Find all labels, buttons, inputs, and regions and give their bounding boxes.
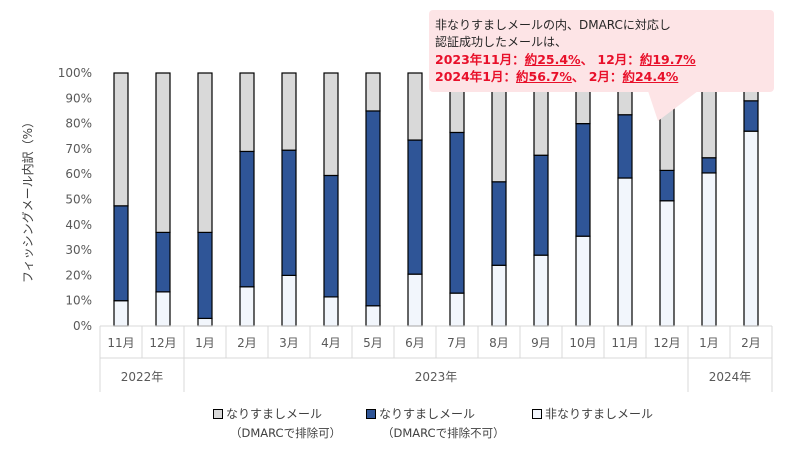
- x-tick-label: 2月: [741, 336, 761, 350]
- callout-2023-11-label: 2023年11月：: [435, 52, 525, 67]
- bar-segment-2-7: [407, 72, 423, 141]
- x-tick-label: 8月: [489, 336, 509, 350]
- y-tick-label: 10%: [65, 294, 92, 308]
- callout-2024-01-value: 約56.7%: [516, 69, 572, 84]
- bar-segment-0-4: [281, 274, 297, 327]
- bar-segment-2-4: [281, 72, 297, 151]
- y-tick-label: 80%: [65, 117, 92, 131]
- callout-line-2: 認証成功したメールは、: [435, 35, 568, 49]
- callout-2023-12-label: 、 12月：: [580, 52, 640, 67]
- y-tick-label: 50%: [65, 193, 92, 207]
- callout-2024-02-label: 、 2月：: [571, 69, 623, 84]
- legend-item-spoof-unblockable: なりすましメール: [366, 405, 475, 423]
- legend-sub-spoof-blockable: （DMARCで排除可）: [230, 426, 342, 440]
- x-tick-label: 9月: [531, 336, 551, 350]
- bar-segment-2-0: [113, 72, 129, 207]
- bar-segment-0-5: [323, 296, 339, 327]
- x-tick-label: 3月: [279, 336, 299, 350]
- bar-segment-2-5: [323, 72, 339, 177]
- bar-segment-0-15: [743, 130, 759, 327]
- legend-swatch: [366, 409, 376, 419]
- x-tick-label: 1月: [699, 336, 719, 350]
- bar-segment-1-6: [365, 110, 381, 307]
- callout-line-3: 2023年11月：約25.4%、 12月：約19.7%: [435, 51, 774, 68]
- legend: なりすましメール （DMARCで排除可） なりすましメール （DMARCで排除不…: [0, 405, 800, 450]
- legend-swatch: [213, 409, 223, 419]
- x-tick-label: 12月: [653, 336, 680, 350]
- bar-segment-1-13: [659, 169, 675, 202]
- bar-segment-0-8: [449, 292, 465, 327]
- bar-segment-0-7: [407, 273, 423, 327]
- bar-segment-1-5: [323, 174, 339, 298]
- callout-pointer: [648, 91, 698, 121]
- callout-annotation: 非なりすましメールの内、DMARCに対応し 認証成功したメールは、 2023年1…: [429, 10, 774, 92]
- x-tick-label: 11月: [611, 336, 638, 350]
- bar-segment-1-15: [743, 100, 759, 132]
- y-tick-label: 70%: [65, 142, 92, 156]
- x-tick-label: 5月: [363, 336, 383, 350]
- callout-line-4: 2024年1月：約56.7%、 2月：約24.4%: [435, 68, 774, 85]
- bar-segment-0-11: [575, 235, 591, 327]
- legend-item-non-spoof: 非なりすましメール: [532, 405, 653, 423]
- x-tick-label: 6月: [405, 336, 425, 350]
- bar-segment-2-3: [239, 72, 255, 153]
- y-tick-label: 40%: [65, 218, 92, 232]
- x-tick-label: 7月: [447, 336, 467, 350]
- x-tick-label: 2月: [237, 336, 257, 350]
- bar-segment-1-10: [533, 154, 549, 256]
- bar-segment-1-4: [281, 149, 297, 276]
- bar-segment-2-1: [155, 72, 171, 233]
- bar-segment-0-13: [659, 200, 675, 327]
- x-tick-label: 10月: [569, 336, 596, 350]
- y-tick-label: 60%: [65, 167, 92, 181]
- callout-2023-12-value: 約19.7%: [639, 52, 696, 67]
- bar-segment-2-2: [197, 72, 213, 233]
- y-tick-label: 0%: [73, 319, 92, 333]
- legend-item-spoof-blockable: なりすましメール: [213, 405, 322, 423]
- x-tick-label: 11月: [107, 336, 134, 350]
- bar-segment-0-1: [155, 291, 171, 327]
- legend-label: なりすましメール: [226, 407, 323, 421]
- x-tick-label: 4月: [321, 336, 341, 350]
- bar-segment-1-1: [155, 231, 171, 293]
- x-axis: 11月 12月 1月 2月 3月 4月 5月 6月 7月 8月 9月 10月 11月 12月 1月 2月 202…: [99, 325, 773, 392]
- bar-segment-0-12: [617, 177, 633, 327]
- callout-2024-02-value: 約24.4%: [622, 69, 679, 84]
- bar-segment-0-0: [113, 300, 129, 327]
- bar-segment-1-9: [491, 181, 507, 266]
- y-tick-label: 30%: [65, 243, 92, 257]
- legend-sub-spoof-unblockable: （DMARCで排除不可）: [382, 426, 505, 440]
- bar-segment-1-11: [575, 122, 591, 237]
- bar-segment-1-2: [197, 231, 213, 320]
- year-label: 2023年: [415, 370, 458, 384]
- bar-segment-0-6: [365, 305, 381, 327]
- year-label: 2024年: [709, 370, 752, 384]
- year-label: 2022年: [121, 370, 164, 384]
- bar-segment-0-9: [491, 264, 507, 327]
- bar-segment-1-0: [113, 205, 129, 302]
- y-tick-label: 90%: [65, 91, 92, 105]
- bar-segment-2-6: [365, 72, 381, 112]
- y-tick-label: 20%: [65, 268, 92, 282]
- bar-segment-1-14: [701, 157, 717, 174]
- x-tick-label: 12月: [149, 336, 176, 350]
- y-axis-title: フィッシングメール内訳（%）: [20, 116, 35, 283]
- y-axis: 0% 10% 20% 30% 40% 50% 60% 70% 80% 90% 100%: [58, 66, 92, 333]
- bar-segment-1-12: [617, 114, 633, 179]
- bar-segment-1-3: [239, 150, 255, 288]
- y-tick-label: 100%: [58, 66, 92, 80]
- callout-line-1: 非なりすましメールの内、DMARCに対応し: [435, 18, 671, 32]
- bar-segment-0-10: [533, 254, 549, 327]
- callout-2023-11-value: 約25.4%: [524, 52, 581, 67]
- callout-2024-01-label: 2024年1月：: [435, 69, 516, 84]
- bar-segment-1-8: [449, 131, 465, 294]
- x-tick-label: 1月: [195, 336, 215, 350]
- bar-segment-0-14: [701, 172, 717, 327]
- legend-label: なりすましメール: [379, 407, 476, 421]
- bar-segment-1-7: [407, 139, 423, 275]
- bar-segment-0-2: [197, 317, 213, 327]
- legend-swatch: [532, 409, 542, 419]
- bar-segment-0-3: [239, 286, 255, 327]
- legend-label: 非なりすましメール: [545, 407, 654, 421]
